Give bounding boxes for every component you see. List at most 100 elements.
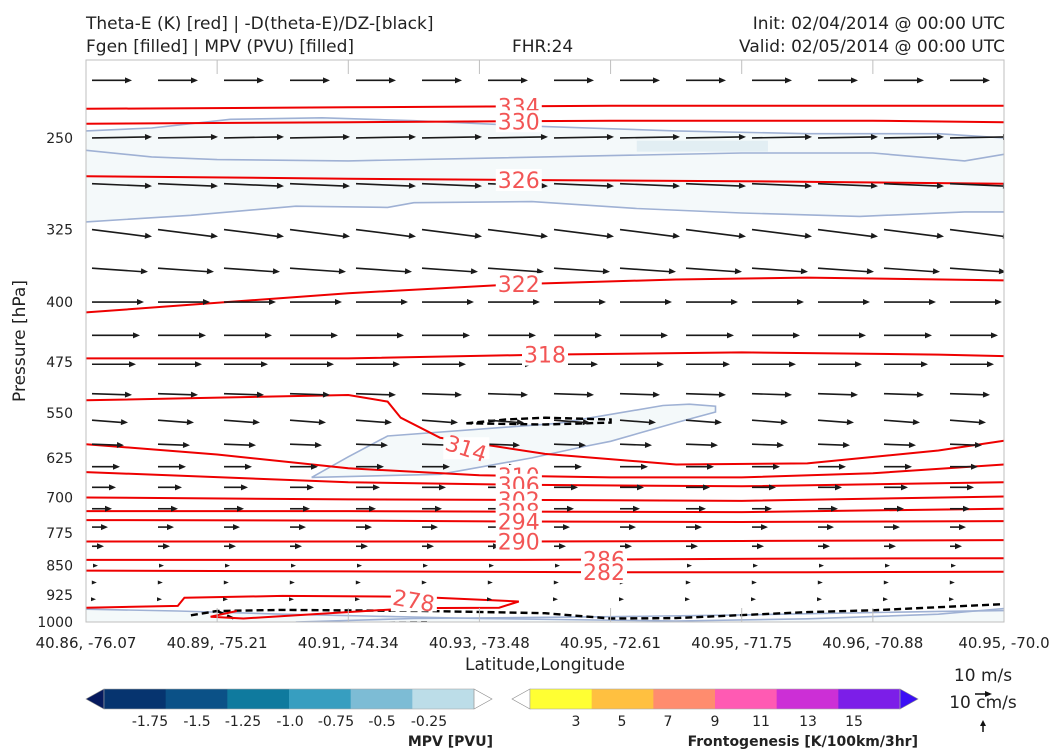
theta-e-label: 330 [498, 110, 540, 135]
theta-e-contour [86, 351, 1004, 360]
wind-vector [818, 361, 862, 368]
wind-vector [818, 299, 870, 306]
wind-vector [91, 441, 124, 448]
wind-arrowhead [120, 419, 128, 426]
wind-arrowhead [388, 391, 396, 398]
y-tick-label: 775 [46, 526, 73, 542]
y-tick-label: 550 [46, 406, 73, 422]
wind-arrowhead [648, 419, 656, 426]
wind-arrowhead [113, 463, 120, 470]
wind-arrowhead [586, 391, 594, 398]
colorbar-swatch [412, 689, 475, 709]
wind-arrowhead [489, 563, 494, 568]
wind-arrowhead [427, 543, 434, 550]
wind-vector [751, 580, 757, 585]
wind-arrowhead [223, 580, 229, 585]
wind-vector [949, 419, 986, 426]
wind-vector [356, 505, 376, 512]
wind-arrowhead [206, 268, 214, 275]
wind-vector [620, 332, 668, 339]
wind-vector [752, 299, 804, 306]
wind-vector [686, 484, 710, 491]
wind-arrowhead [905, 463, 912, 470]
wind-arrowhead [314, 441, 322, 448]
wind-shaft [289, 419, 322, 424]
wind-arrowhead [195, 361, 202, 368]
wind-vector [950, 299, 1002, 306]
wind-shaft [553, 182, 610, 187]
wind-vector [159, 563, 164, 568]
wind-vector [422, 543, 434, 550]
wind-vector [884, 463, 912, 470]
colorbar-extend [511, 688, 531, 710]
wind-vector [553, 267, 610, 275]
wind-shaft [685, 182, 742, 187]
wind-vector [752, 505, 772, 512]
colorbar-swatch [350, 689, 413, 709]
wind-vector [224, 463, 252, 470]
colorbar-extend [473, 688, 493, 710]
wind-shaft [685, 443, 714, 447]
x-tick-label: 40.89, -75.21 [167, 634, 268, 652]
theta-e-contour [86, 569, 1004, 574]
wind-vector [357, 563, 362, 568]
theta-e-contour [86, 519, 1004, 524]
wind-arrowhead [699, 505, 706, 512]
wind-arrowhead [289, 597, 294, 602]
wind-shaft [91, 182, 148, 187]
wind-arrowhead [687, 563, 692, 568]
mpv-fill-region [636, 140, 768, 152]
wind-vector [289, 597, 294, 602]
x-tick-label: 40.95, -70.0 [958, 634, 1049, 652]
wind-arrowhead [883, 597, 888, 602]
wind-vector [752, 484, 776, 491]
wind-arrowhead [423, 563, 428, 568]
wind-vector [92, 524, 108, 531]
wind-vector [289, 228, 350, 239]
wind-vector [290, 299, 342, 306]
wind-vector [883, 597, 888, 602]
wind-arrowhead [322, 391, 330, 398]
wind-arrowhead [817, 597, 822, 602]
colorbar-tick-label: 15 [845, 714, 863, 730]
colorbar-title: Frontogenesis [K/100km/3hr] [688, 734, 918, 750]
wind-vector [224, 505, 244, 512]
wind-vector [157, 134, 218, 141]
wind-shaft [355, 228, 412, 238]
wind-vector [422, 332, 470, 339]
wind-arrowhead [685, 580, 691, 585]
wind-arrowhead [672, 232, 680, 239]
wind-arrowhead [723, 361, 730, 368]
wind-shaft [685, 228, 742, 238]
wind-vector [884, 524, 900, 531]
wind-arrowhead [793, 332, 800, 339]
wind-shaft [619, 267, 672, 273]
colorbar-swatch [591, 689, 654, 709]
wind-vector [289, 419, 326, 426]
wind-vector [422, 505, 442, 512]
wind-vector [752, 332, 800, 339]
wind-vector [620, 299, 672, 306]
wind-arrowhead [644, 441, 652, 448]
wind-vector [950, 484, 974, 491]
theta-e-label-bg [495, 510, 542, 533]
wind-arrowhead [401, 299, 408, 306]
wind-arrowhead [765, 505, 772, 512]
wind-vector [686, 332, 734, 339]
wind-shaft [157, 228, 214, 238]
wind-shaft [157, 182, 214, 187]
wind-vector [819, 563, 824, 568]
wind-vector [753, 563, 758, 568]
wind-vector [620, 484, 644, 491]
colorbar-tick-label: 13 [799, 714, 817, 730]
wind-vector [290, 463, 318, 470]
wind-shaft [289, 228, 346, 238]
wind-vector [291, 563, 296, 568]
wind-arrowhead [487, 597, 492, 602]
wind-arrowhead [734, 268, 742, 275]
wind-vector [421, 419, 458, 426]
y-tick-label: 625 [46, 451, 73, 467]
theta-e-contour [86, 104, 1004, 110]
wind-vector [818, 505, 838, 512]
wind-arrowhead [311, 463, 318, 470]
